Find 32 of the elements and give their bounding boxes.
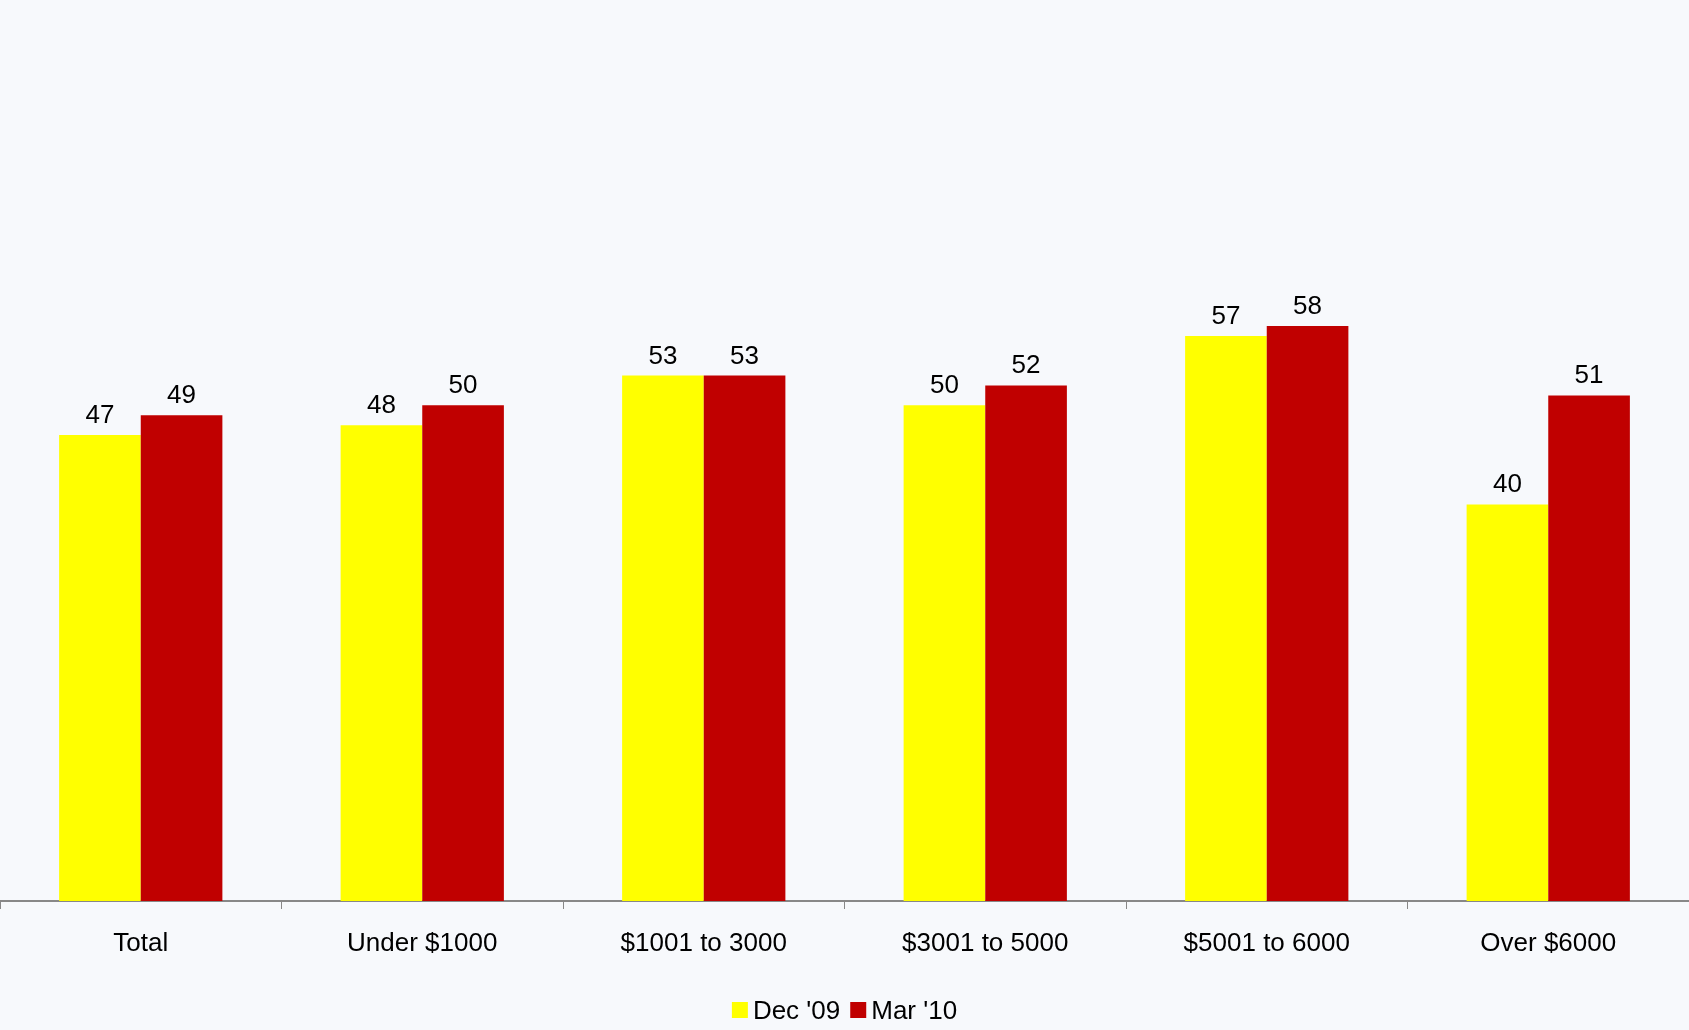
bar: [985, 385, 1067, 901]
data-label: 48: [366, 389, 396, 420]
data-label: 50: [448, 369, 478, 400]
data-label: 51: [1574, 359, 1604, 390]
bar: [340, 425, 423, 901]
x-tick-label: $5001 to 6000: [1183, 927, 1350, 957]
data-label: 47: [85, 399, 115, 430]
bar: [1185, 335, 1267, 901]
bar: [140, 415, 223, 901]
bar: [1466, 504, 1549, 901]
bar: [703, 375, 786, 901]
legend-label: Dec '09: [752, 995, 841, 1025]
data-label: 58: [1293, 290, 1323, 320]
bar: [1548, 395, 1630, 901]
x-tick-label: $1001 to 3000: [620, 927, 787, 957]
bar: [622, 375, 704, 901]
data-label: 53: [730, 339, 760, 370]
data-label: 50: [929, 369, 959, 400]
x-tick-label: Total: [113, 927, 169, 957]
bar: [1266, 326, 1349, 901]
bar: [59, 435, 141, 901]
bar: [903, 405, 986, 901]
data-label: 52: [1011, 349, 1041, 380]
legend-label: Mar '10: [871, 995, 958, 1025]
x-tick-label: Under $1000: [347, 927, 498, 957]
data-label: 57: [1211, 299, 1241, 330]
x-tick-label: $3001 to 5000: [902, 927, 1069, 957]
data-label: 49: [167, 379, 197, 410]
x-tick-label: Over $6000: [1480, 927, 1617, 957]
bar: [422, 405, 504, 901]
data-label: 53: [648, 339, 678, 370]
data-label: 40: [1492, 468, 1522, 499]
